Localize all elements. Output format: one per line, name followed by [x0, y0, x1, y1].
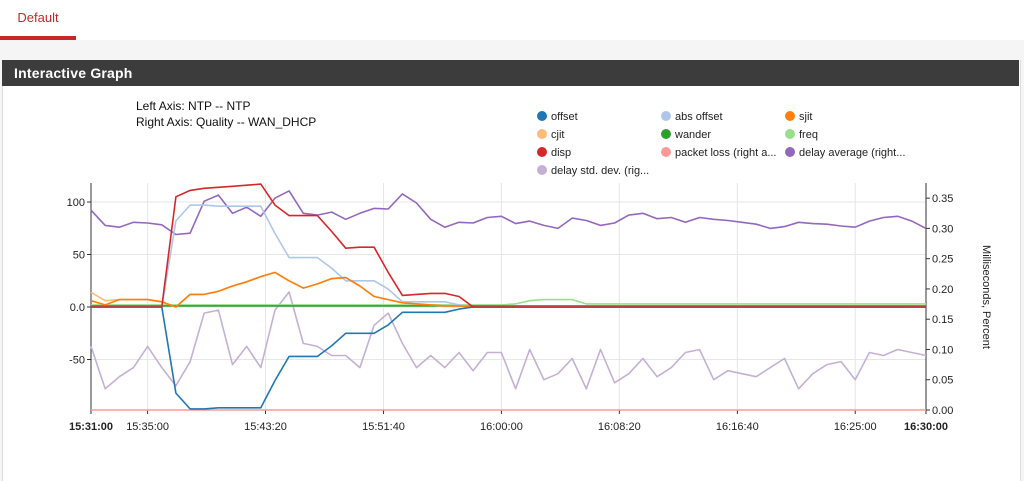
right-axis-tick-label: 0.25 — [932, 254, 953, 266]
right-axis-tick-label: 0.15 — [932, 314, 953, 326]
right-axis-tick-label: 0.20 — [932, 284, 953, 296]
left-axis-tick-label: 50 — [73, 250, 85, 262]
series-line-delay-average-right — [90, 190, 927, 236]
right-axis-label: Milliseconds, Percent — [980, 245, 992, 349]
x-axis-tick-label: 16:08:20 — [598, 421, 641, 433]
x-axis-tick-label: 15:43:20 — [244, 421, 287, 433]
legend-swatch-icon — [537, 147, 547, 157]
series-line-disp — [91, 183, 926, 308]
legend-label: wander — [675, 129, 712, 141]
right-axis-tick-label: 0.05 — [932, 375, 953, 387]
legend-item[interactable]: delay std. dev. (rig... — [537, 163, 649, 179]
x-axis-tick-label: 15:51:40 — [362, 421, 405, 433]
legend-item[interactable]: wander — [661, 127, 711, 143]
left-axis-info: Left Axis: NTP -- NTP — [136, 99, 251, 113]
right-axis-tick-label: 0.35 — [932, 193, 953, 205]
x-axis-tick-label: 16:00:00 — [480, 421, 523, 433]
legend-swatch-icon — [537, 165, 547, 175]
chart-legend: offset abs offset sjit cjit wander freq disp pa… — [537, 109, 937, 181]
series-line-sjit — [90, 271, 926, 308]
series-line-freq — [91, 298, 926, 306]
x-axis-tick-label: 15:31:00 — [69, 421, 113, 433]
legend-swatch-icon — [785, 147, 795, 157]
legend-label: freq — [799, 129, 818, 141]
legend-label: sjit — [799, 111, 813, 123]
right-axis-tick-label: 0.30 — [932, 223, 953, 235]
right-axis-tick-label: 0.10 — [932, 344, 953, 356]
left-axis-tick-label: -50 — [69, 355, 85, 367]
graph-panel — [2, 60, 1021, 481]
legend-item[interactable]: disp — [537, 145, 571, 161]
legend-item[interactable]: packet loss (right a... — [661, 145, 777, 161]
x-axis-tick-label: 16:30:00 — [904, 421, 948, 433]
legend-label: delay std. dev. (rig... — [551, 165, 650, 177]
series-line-abs-offset — [91, 204, 926, 308]
series-line-delay-std-dev-rig — [90, 291, 927, 390]
legend-swatch-icon — [661, 147, 671, 157]
legend-label: disp — [551, 147, 572, 159]
legend-label: cjit — [551, 129, 565, 141]
x-axis-tick-label: 16:25:00 — [834, 421, 877, 433]
legend-label: delay average (right... — [799, 147, 906, 159]
legend-item[interactable]: cjit — [537, 127, 564, 143]
x-axis-tick-label: 16:16:40 — [716, 421, 759, 433]
series-line-offset — [91, 306, 926, 410]
legend-item[interactable]: freq — [785, 127, 818, 143]
legend-item[interactable]: abs offset — [661, 109, 723, 125]
x-axis-tick-label: 15:35:00 — [126, 421, 169, 433]
legend-swatch-icon — [537, 129, 547, 139]
legend-label: packet loss (right a... — [675, 147, 777, 159]
legend-swatch-icon — [661, 111, 671, 121]
series-line-cjit — [90, 271, 926, 308]
legend-swatch-icon — [661, 129, 671, 139]
legend-item[interactable]: delay average (right... — [785, 145, 905, 161]
legend-label: offset — [551, 111, 578, 123]
legend-item[interactable]: offset — [537, 109, 578, 125]
right-axis-info: Right Axis: Quality -- WAN_DHCP — [136, 115, 317, 129]
legend-swatch-icon — [785, 111, 795, 121]
tab-default[interactable]: Default — [17, 10, 59, 25]
panel-title: Interactive Graph — [2, 60, 1019, 86]
legend-label: abs offset — [675, 111, 723, 123]
tab-active-indicator — [0, 36, 76, 40]
left-axis-tick-label: 100 — [67, 197, 85, 209]
legend-item[interactable]: sjit — [785, 109, 812, 125]
axis-info: Left Axis: NTP -- NTP Right Axis: Qualit… — [136, 98, 316, 130]
legend-swatch-icon — [785, 129, 795, 139]
tab-bar: Default — [0, 0, 1024, 40]
left-axis-tick-label: 0.0 — [70, 302, 85, 314]
right-axis-tick-label: 0.00 — [932, 405, 953, 417]
legend-swatch-icon — [537, 111, 547, 121]
